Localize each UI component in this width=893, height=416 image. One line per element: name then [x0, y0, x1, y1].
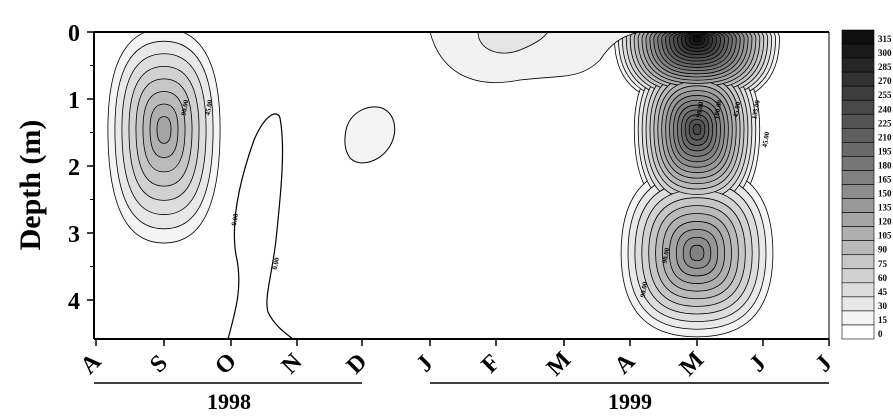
colorbar-swatch	[841, 99, 875, 115]
colorbar-swatch	[841, 324, 875, 340]
colorbar-label: 60	[878, 273, 888, 283]
contour-label: 45.00	[761, 131, 772, 148]
colorbar-swatch	[841, 170, 875, 185]
colorbar-swatch	[841, 142, 875, 157]
x-tick-label: J	[412, 351, 439, 378]
colorbar-swatch	[841, 29, 875, 45]
colorbar-label: 120	[878, 217, 892, 227]
x-tick-label: O	[210, 348, 242, 380]
colorbar-label: 90	[878, 245, 888, 255]
colorbar-label: 195	[878, 146, 892, 156]
contour-band	[689, 244, 705, 262]
colorbar-swatch	[841, 57, 875, 73]
x-tick-label: A	[76, 348, 107, 379]
y-tick-label: 2	[68, 155, 80, 181]
colorbar-swatch	[841, 85, 875, 101]
colorbar-swatch	[841, 268, 875, 284]
colorbar-swatch	[841, 296, 875, 312]
plot-area	[94, 32, 829, 339]
contour-bands	[107, 32, 780, 338]
colorbar: 3153002852702552402252101951801651501351…	[841, 29, 892, 340]
contour-labels: 90.00 45.00 0.00 0.00 45.00 90.00 90.00 135.00 1…	[180, 99, 772, 298]
colorbar-label: 0	[878, 329, 883, 339]
y-axis-ticks: 0 1 2 3 4	[68, 21, 94, 315]
colorbar-swatch	[841, 71, 875, 87]
y-tick-label: 3	[68, 222, 80, 248]
year-label-1999: 1999	[608, 389, 652, 414]
contour-label: 45.00	[204, 99, 215, 116]
colorbar-swatch	[841, 128, 875, 143]
colorbar-label: 15	[878, 315, 888, 325]
colorbar-label: 285	[878, 62, 892, 72]
colorbar-swatch	[841, 43, 875, 59]
x-tick-label: A	[610, 348, 641, 379]
x-tick-label: S	[145, 350, 173, 378]
colorbar-swatch	[841, 226, 875, 241]
colorbar-label: 45	[878, 287, 888, 297]
contour-label: 135.00	[750, 99, 761, 120]
colorbar-swatch	[841, 212, 875, 227]
contour-label: 180.00	[712, 99, 723, 120]
colorbar-label: 135	[878, 203, 892, 213]
colorbar-swatch	[841, 310, 875, 326]
colorbar-label: 105	[878, 231, 892, 241]
colorbar-label: 270	[878, 76, 892, 86]
colorbar-swatch	[841, 254, 875, 270]
y-tick-label: 0	[68, 21, 80, 47]
x-tick-label: F	[477, 350, 506, 379]
colorbar-label: 300	[878, 48, 892, 58]
colorbar-label: 180	[878, 160, 892, 170]
colorbar-swatch	[841, 184, 875, 199]
x-tick-label: M	[675, 347, 709, 381]
colorbar-swatch	[841, 156, 875, 171]
colorbar-swatch	[841, 113, 875, 129]
zero-contour-line	[227, 113, 294, 339]
colorbar-label: 225	[878, 118, 892, 128]
colorbar-label: 210	[878, 132, 892, 142]
contour-band	[156, 116, 172, 144]
contour-label: 0.00	[230, 212, 240, 226]
colorbar-label: 315	[878, 34, 892, 44]
contour-label: 0.00	[271, 256, 281, 270]
colorbar-label: 75	[878, 259, 888, 269]
contour-label: 90.00	[661, 247, 672, 264]
colorbar-label: 150	[878, 189, 892, 199]
colorbar-label: 255	[878, 90, 892, 100]
contour-label: 90.00	[180, 99, 191, 116]
contour-label: 90.00	[639, 281, 650, 298]
small-closed-contour	[344, 106, 396, 164]
x-tick-label: M	[542, 347, 576, 381]
colorbar-label: 30	[878, 301, 888, 311]
colorbar-swatch	[841, 198, 875, 213]
year-label-1998: 1998	[207, 389, 251, 414]
colorbar-swatch	[841, 282, 875, 298]
contour-band	[477, 32, 549, 54]
x-tick-label: N	[277, 348, 308, 379]
y-axis-label: Depth (m)	[14, 120, 47, 251]
x-tick-label: J	[745, 351, 772, 378]
contour-label: 90.00	[695, 101, 706, 118]
y-tick-label: 4	[68, 289, 80, 315]
contour-band	[692, 123, 702, 135]
contour-label: 45.00	[732, 101, 743, 118]
colorbar-label: 165	[878, 175, 892, 185]
colorbar-label: 240	[878, 104, 892, 114]
x-tick-label: D	[342, 349, 373, 380]
y-tick-label: 1	[68, 88, 80, 114]
x-tick-label: J	[811, 351, 838, 378]
colorbar-swatch	[841, 240, 875, 256]
contour-band	[692, 37, 702, 43]
